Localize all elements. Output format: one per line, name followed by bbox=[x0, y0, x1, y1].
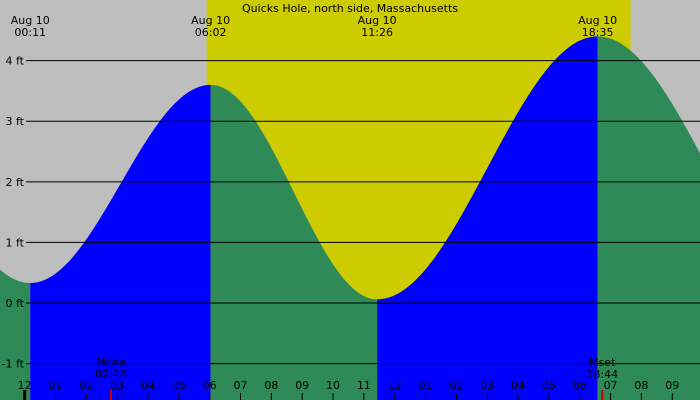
x-tick-label: 04 bbox=[511, 379, 525, 392]
x-tick-label: 02 bbox=[79, 379, 93, 392]
x-tick-label: 06 bbox=[573, 379, 587, 392]
y-axis-labels: 4 ft 3 ft 2 ft 1 ft 0 ft -1 ft bbox=[2, 55, 25, 371]
x-tick-label: 09 bbox=[295, 379, 309, 392]
x-tick-label: 10 bbox=[326, 379, 340, 392]
moon-event-label: Mset bbox=[589, 356, 616, 369]
y-tick-label: 0 ft bbox=[6, 297, 25, 310]
x-tick-label: 05 bbox=[172, 379, 186, 392]
extreme-date-label: Aug 10 bbox=[358, 14, 397, 27]
extreme-date-label: Aug 10 bbox=[578, 14, 617, 27]
moon-event-label: Mrise bbox=[96, 356, 126, 369]
x-axis: 11 12 01 02 03 04 05 06 07 08 09 10 11 12 01 02 03 04 05 06… bbox=[0, 379, 679, 400]
y-tick-label: 4 ft bbox=[6, 55, 25, 68]
x-tick-label: 12 bbox=[388, 379, 402, 392]
x-tick-label: 05 bbox=[542, 379, 556, 392]
extreme-date-label: Aug 10 bbox=[191, 14, 230, 27]
falling-tide-segment bbox=[0, 269, 31, 400]
x-tick-label: 01 bbox=[419, 379, 433, 392]
x-tick-label: 01 bbox=[49, 379, 63, 392]
extreme-time-label: 18:35 bbox=[582, 26, 614, 39]
moon-event-time: 02:48 bbox=[95, 368, 127, 381]
x-tick-label: 03 bbox=[110, 379, 124, 392]
x-tick-label: 03 bbox=[480, 379, 494, 392]
x-tick-label: 04 bbox=[141, 379, 155, 392]
tide-area bbox=[0, 36, 700, 400]
extreme-time-label: 00:11 bbox=[14, 26, 46, 39]
extreme-date-label: Aug 10 bbox=[11, 14, 50, 27]
extreme-time-label: 11:26 bbox=[361, 26, 393, 39]
x-tick-label: 06 bbox=[203, 379, 217, 392]
moon-event-time: 18:44 bbox=[586, 368, 618, 381]
y-tick-label: 1 ft bbox=[6, 236, 25, 249]
rising-tide-segment bbox=[377, 36, 598, 400]
extreme-time-label: 06:02 bbox=[195, 26, 227, 39]
x-tick-label: 11 bbox=[357, 379, 371, 392]
gridlines bbox=[26, 60, 700, 365]
y-tick-label: 2 ft bbox=[6, 176, 25, 189]
x-tick-label: 08 bbox=[264, 379, 278, 392]
x-tick-label: 11 bbox=[0, 379, 1, 392]
y-tick-label: -1 ft bbox=[2, 358, 25, 371]
falling-tide-segment bbox=[597, 36, 700, 400]
x-tick-label: 02 bbox=[449, 379, 463, 392]
chart-title: Quicks Hole, north side, Massachusetts bbox=[242, 2, 458, 15]
x-tick-label: 09 bbox=[665, 379, 679, 392]
x-tick-label: 07 bbox=[234, 379, 248, 392]
x-tick-label: 12 bbox=[18, 379, 32, 392]
y-tick-label: 3 ft bbox=[6, 115, 25, 128]
x-tick-label: 08 bbox=[634, 379, 648, 392]
x-tick-label: 07 bbox=[604, 379, 618, 392]
